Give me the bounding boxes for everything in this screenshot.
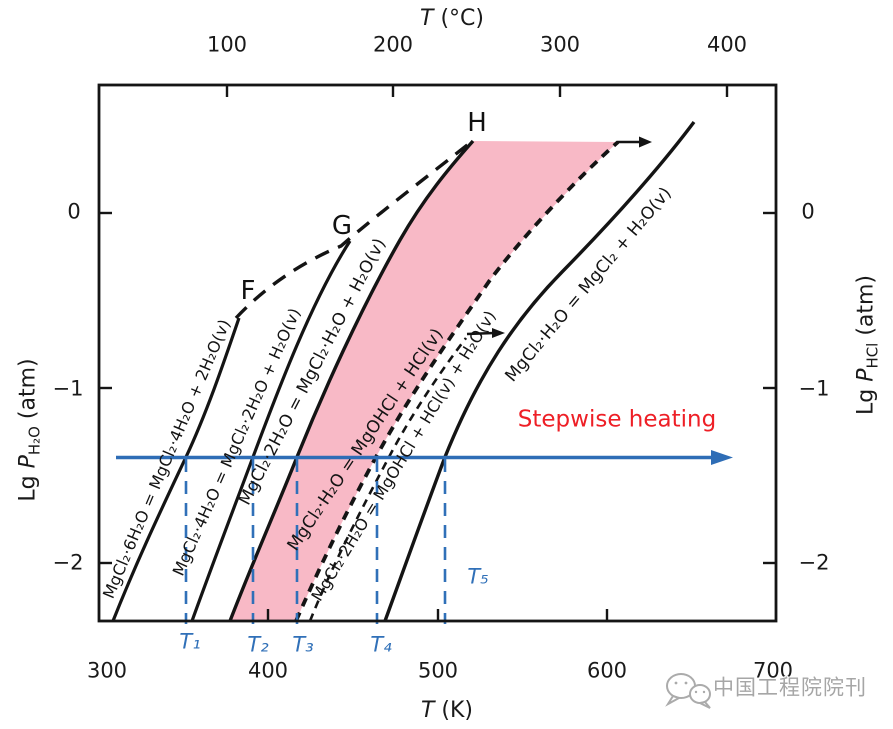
curve-monohydrate-hydrolysis	[294, 140, 620, 622]
left-axis-ticks	[99, 211, 112, 565]
wechat-icon	[665, 673, 711, 709]
bottom-axis-title: T (K)	[420, 698, 474, 723]
top-tick-300: 300	[539, 32, 581, 57]
right-tick-0: 0	[801, 199, 815, 224]
t1-label: T₁	[179, 629, 201, 654]
point-g-label: G	[331, 211, 353, 241]
heating-line-arrow-head	[711, 450, 733, 465]
watermark-text: 中国工程院院刊	[713, 675, 867, 700]
bottom-tick-500: 500	[417, 658, 459, 683]
bottom-tick-400: 400	[247, 658, 289, 683]
left-tick-0: 0	[67, 199, 81, 224]
curve4-arrow-head	[639, 136, 652, 148]
bottom-tick-700: 700	[752, 658, 794, 683]
t3-label: T₃	[292, 632, 314, 657]
curve-envelope-fgh	[234, 140, 473, 320]
t4-label: T₄	[370, 632, 392, 657]
right-tick-neg1: −1	[798, 376, 830, 401]
t2-label: T₂	[247, 632, 269, 657]
stepwise-heating-label: Stepwise heating	[517, 406, 717, 433]
curve5-arrow-head	[492, 328, 505, 338]
right-axis-title: Lg PHCl (atm)	[853, 274, 882, 416]
point-f-label: F	[240, 276, 256, 306]
bottom-tick-600: 600	[586, 658, 628, 683]
t5-label: T₅	[467, 564, 489, 589]
top-tick-400: 400	[706, 32, 748, 57]
top-tick-200: 200	[372, 32, 414, 57]
bottom-tick-300: 300	[86, 658, 128, 683]
curve-monohydrate-final	[383, 120, 696, 622]
point-h-label: H	[467, 108, 487, 138]
left-tick-neg2: −2	[52, 550, 84, 575]
curve5-arrow-line	[466, 331, 495, 336]
pink-stability-region	[230, 141, 618, 621]
left-tick-neg1: −1	[52, 376, 84, 401]
right-axis-ticks	[763, 211, 776, 565]
bottom-axis-ticks	[266, 609, 609, 621]
right-tick-neg2: −2	[798, 550, 830, 575]
curve-dihydrate	[228, 139, 475, 622]
top-axis-title: T (°C)	[420, 6, 484, 31]
top-axis-ticks	[225, 85, 729, 97]
top-tick-100: 100	[206, 32, 248, 57]
left-axis-title: Lg PH₂O (atm)	[15, 358, 44, 502]
